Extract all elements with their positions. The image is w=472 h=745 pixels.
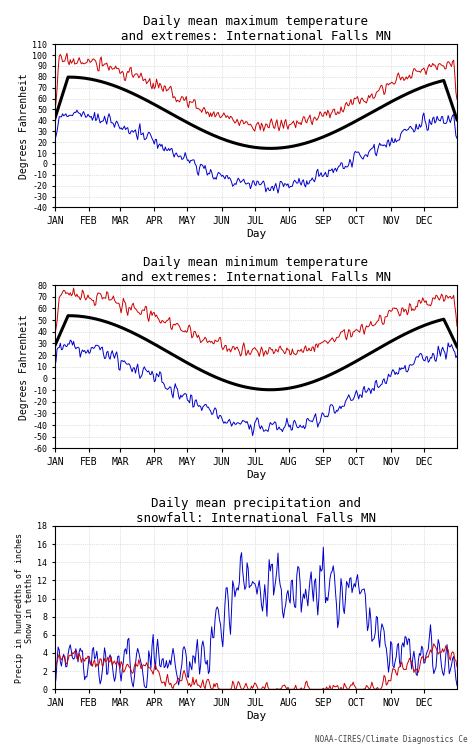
- X-axis label: Day: Day: [246, 711, 266, 721]
- Y-axis label: Degrees Fahrenheit: Degrees Fahrenheit: [19, 73, 29, 179]
- Title: Daily mean maximum temperature
and extremes: International Falls MN: Daily mean maximum temperature and extre…: [121, 15, 391, 43]
- Title: Daily mean minimum temperature
and extremes: International Falls MN: Daily mean minimum temperature and extre…: [121, 256, 391, 284]
- Text: NOAA-CIRES/Climate Diagnostics Ce: NOAA-CIRES/Climate Diagnostics Ce: [315, 735, 467, 744]
- X-axis label: Day: Day: [246, 470, 266, 480]
- Y-axis label: Degrees Fahrenheit: Degrees Fahrenheit: [19, 314, 29, 419]
- Y-axis label: Precip in hundredths of inches
Snow in tenths: Precip in hundredths of inches Snow in t…: [15, 533, 34, 682]
- Title: Daily mean precipitation and
snowfall: International Falls MN: Daily mean precipitation and snowfall: I…: [136, 497, 376, 524]
- X-axis label: Day: Day: [246, 229, 266, 239]
